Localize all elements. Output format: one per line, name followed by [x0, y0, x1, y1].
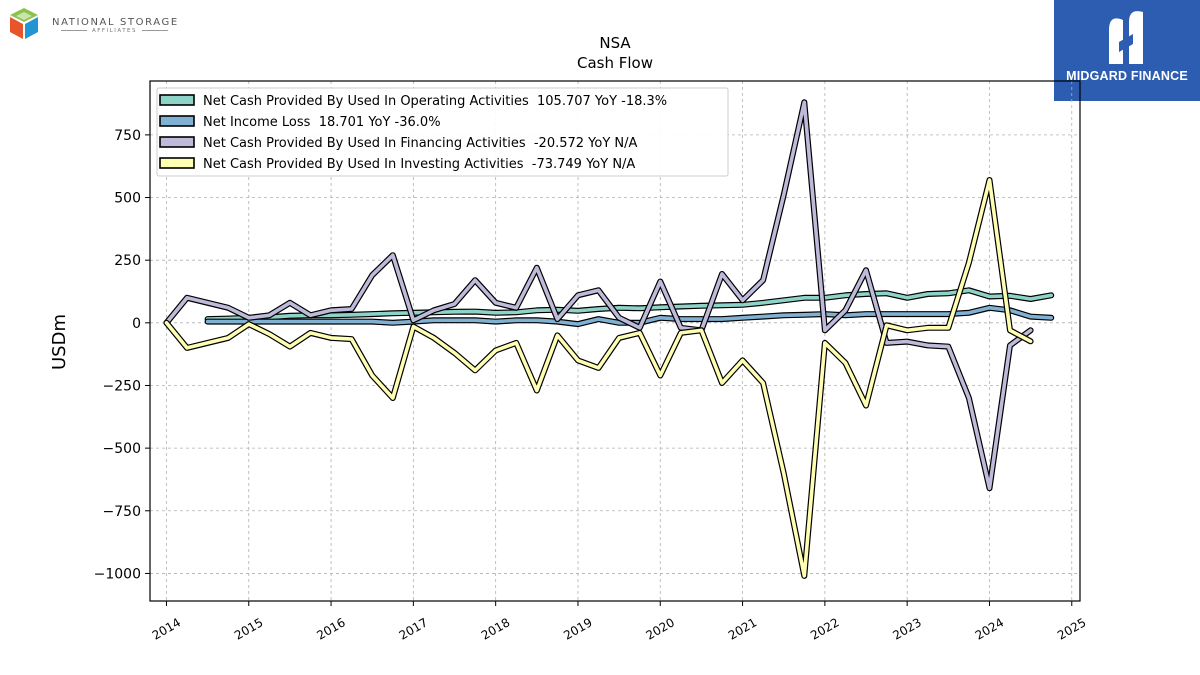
- y-tick-label: 500: [114, 191, 141, 207]
- legend-label: Net Cash Provided By Used In Financing A…: [203, 136, 638, 151]
- x-tick-label: 2019: [561, 615, 594, 642]
- y-tick-label: 0: [132, 316, 141, 332]
- series-line-3: [164, 178, 1033, 578]
- legend-label: Net Income Loss 18.701 YoY -36.0%: [203, 115, 441, 130]
- legend-swatch: [159, 157, 195, 169]
- series-outline-3: [163, 177, 1034, 579]
- x-tick-label: 2020: [644, 615, 677, 642]
- y-axis-label: USDm: [49, 314, 70, 370]
- chart-subtitle: Cash Flow: [577, 54, 653, 72]
- x-tick-label: 2015: [232, 615, 265, 642]
- company-subname: AFFILIATES: [52, 28, 177, 34]
- y-tick-label: −1000: [94, 566, 141, 582]
- midgard-monogram-icon: [1109, 11, 1143, 64]
- y-tick-label: −500: [103, 441, 141, 457]
- series-lines: [163, 99, 1055, 579]
- chart-title: NSA: [599, 34, 631, 52]
- x-tick-label: 2018: [479, 615, 512, 642]
- plot-frame: [149, 80, 1081, 602]
- legend-label: Net Cash Provided By Used In Investing A…: [203, 157, 635, 172]
- cube-icon: [10, 8, 38, 39]
- midgard-finance-logo: MIDGARD FINANCE: [1054, 0, 1200, 101]
- legend-swatch: [159, 136, 195, 148]
- company-name: NATIONAL STORAGE: [52, 17, 179, 28]
- x-tick-label: 2014: [150, 615, 183, 642]
- legend-box: [156, 87, 729, 177]
- y-tick-label: −250: [103, 378, 141, 394]
- legend-label: Net Cash Provided By Used In Operating A…: [203, 94, 667, 109]
- x-tick-label: 2025: [1055, 615, 1088, 642]
- x-tick-label: 2022: [808, 615, 841, 642]
- legend-swatch: [159, 115, 195, 127]
- y-tick-label: −750: [103, 504, 141, 520]
- y-tick-label: 250: [114, 253, 141, 269]
- series-line-0: [205, 288, 1053, 321]
- x-tick-label: 2024: [973, 615, 1006, 642]
- y-tick-label: 750: [114, 128, 141, 144]
- x-tick-label: 2021: [726, 615, 759, 642]
- midgard-finance-name: MIDGARD FINANCE: [1066, 69, 1188, 83]
- legend-swatch: [159, 94, 195, 106]
- national-storage-affiliates-logo: NATIONAL STORAGE AFFILIATES: [4, 4, 184, 44]
- legend: Net Cash Provided By Used In Operating A…: [156, 87, 729, 177]
- x-tick-label: 2017: [397, 615, 430, 642]
- x-tick-label: 2016: [314, 615, 347, 642]
- series-line-2: [164, 100, 1033, 491]
- x-tick-label: 2023: [890, 615, 923, 642]
